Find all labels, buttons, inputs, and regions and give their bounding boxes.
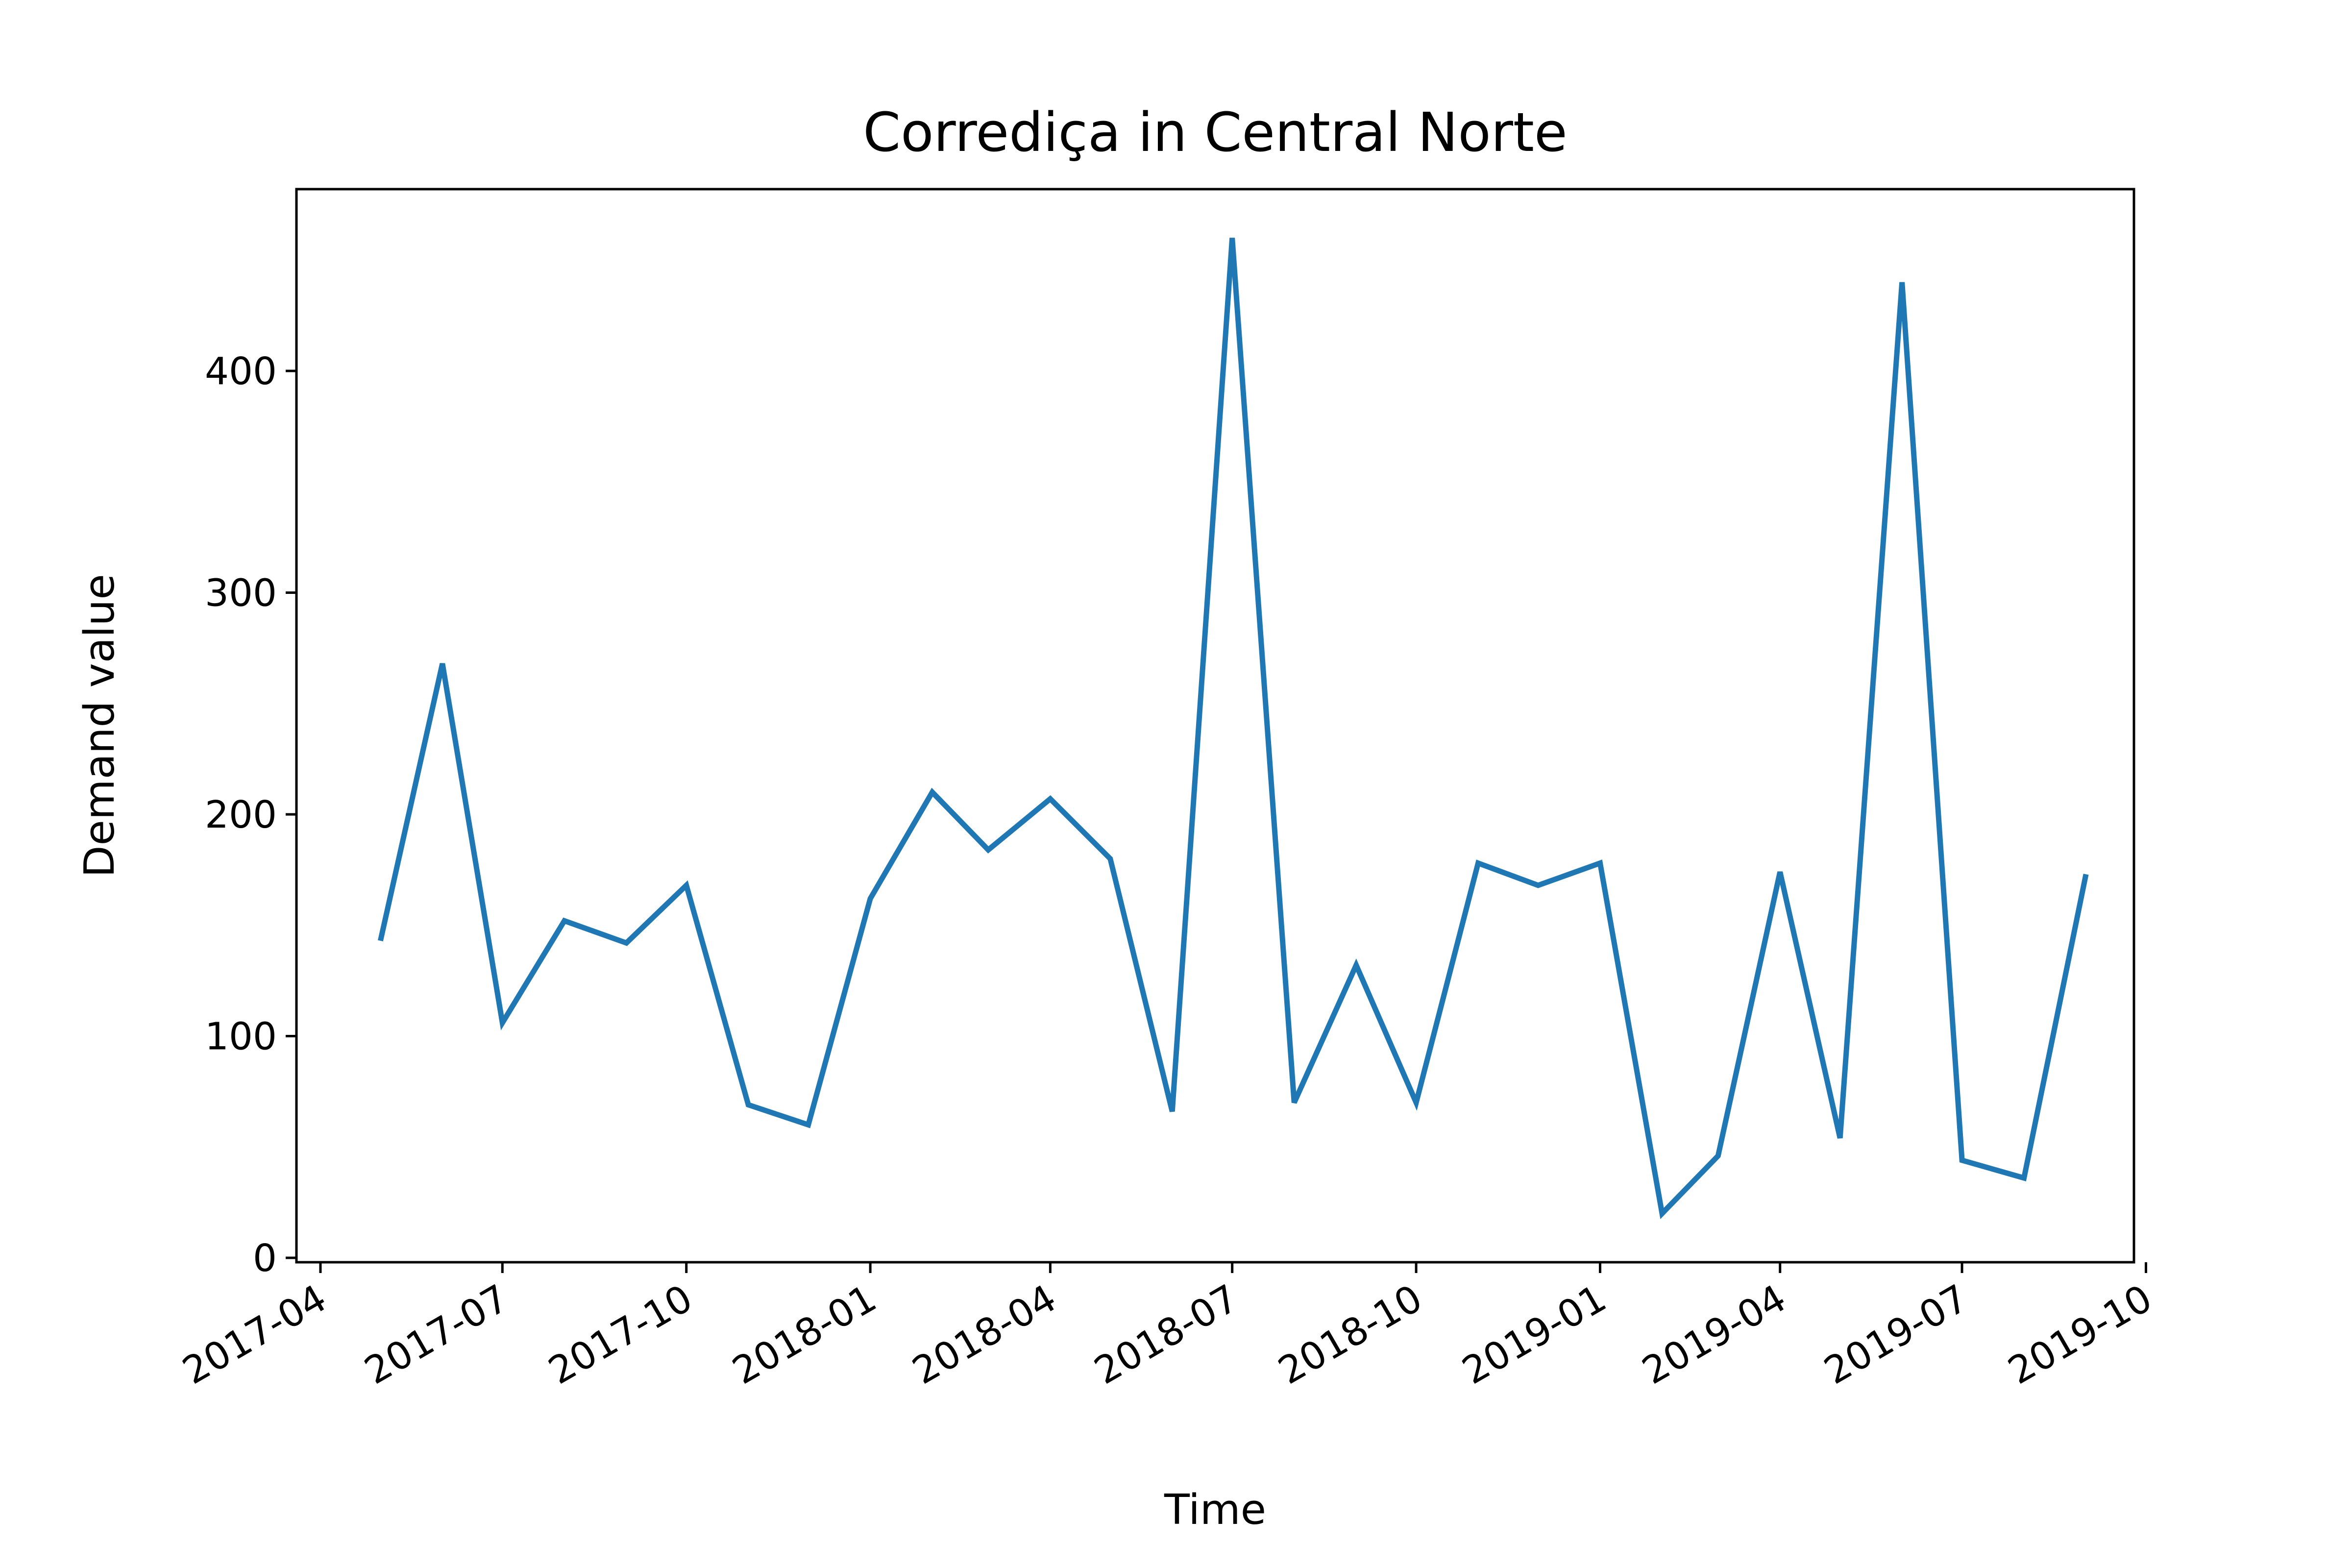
- y-tick-label: 200: [205, 793, 277, 837]
- y-axis-title: Demand value: [75, 574, 124, 878]
- y-axis: 0 100 200 300 400: [205, 350, 296, 1280]
- y-tick-label: 0: [253, 1237, 277, 1280]
- series-line: [378, 238, 2089, 1220]
- chart-title: Corrediça in Central Norte: [863, 101, 1567, 164]
- series-layer: [378, 238, 2089, 1220]
- y-tick-label: 400: [205, 350, 277, 393]
- plot-frame: [295, 188, 2135, 1264]
- y-tick-label: 100: [205, 1015, 277, 1058]
- y-tick-label: 300: [205, 572, 277, 615]
- x-axis-title: Time: [1164, 1486, 1266, 1534]
